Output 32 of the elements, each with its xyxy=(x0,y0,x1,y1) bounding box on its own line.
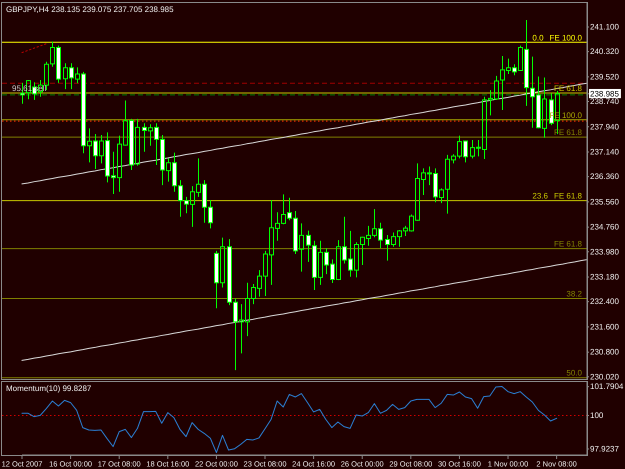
y-tick-label: 231.600 xyxy=(590,322,620,332)
line-series xyxy=(22,43,47,54)
ref-line-label: FE 100.0 xyxy=(550,110,583,120)
candlestick xyxy=(306,230,311,262)
ref-line-label: FE 100.0 xyxy=(550,33,583,42)
y-tick-label: 236.360 xyxy=(590,172,620,182)
y-tick-label: 238.740 xyxy=(590,97,620,106)
y-tick-label: 235.560 xyxy=(590,197,620,206)
ref-line-label: FE 61.8 xyxy=(554,192,583,201)
annotation: 50.0 xyxy=(566,368,583,378)
y-tick-label: 230.800 xyxy=(590,348,620,357)
chart-title: Momentum(10) 99.8287 xyxy=(6,384,92,393)
ref-line-label: FE 61.8 xyxy=(554,128,583,138)
line-series xyxy=(22,259,587,361)
y-tick-label: 237.140 xyxy=(590,148,620,157)
y-tick-label: 234.760 xyxy=(590,222,620,232)
y-tick-label: 232.400 xyxy=(590,297,620,306)
y-tick-label: 233.980 xyxy=(590,247,620,256)
y-tick-label: 240.320 xyxy=(590,47,620,56)
annotation: 38.2 xyxy=(566,289,583,298)
y-tick-label: 241.100 xyxy=(590,22,620,32)
y-tick-label: 230.020 xyxy=(590,372,620,382)
y-tick-label: 233.180 xyxy=(590,272,620,282)
y-tick-label: 97.9237 xyxy=(590,444,620,454)
annotation: 0.0 xyxy=(532,33,544,42)
y-tick-label: 100 xyxy=(590,411,604,420)
ref-line-label: FE 61.8 xyxy=(554,240,583,249)
y-tick-label: 237.940 xyxy=(590,122,620,132)
y-tick-label: 239.520 xyxy=(590,72,620,82)
chart-title: GBPJPY,H4 238.135 239.075 237.705 238.985 xyxy=(6,5,174,14)
y-tick-label: 101.7904 xyxy=(590,382,624,392)
annotation: 23.6 xyxy=(532,192,549,201)
